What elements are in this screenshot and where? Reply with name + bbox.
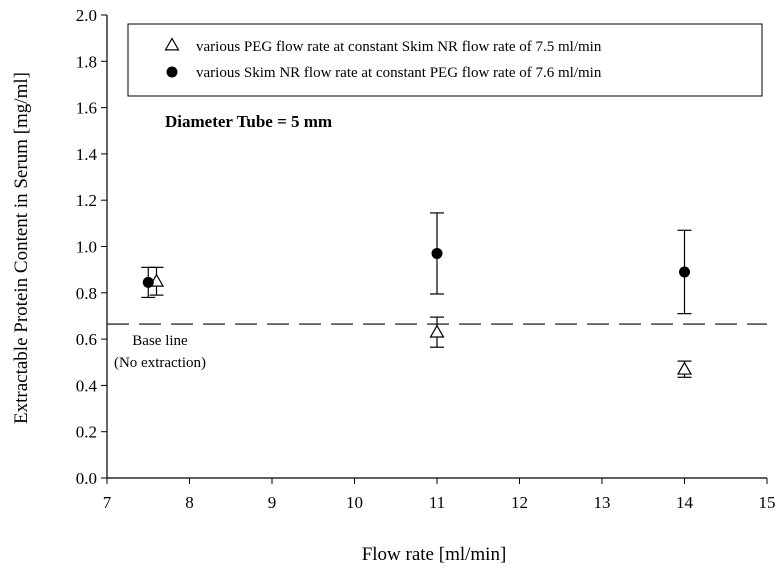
y-tick-label: 1.6 — [76, 99, 97, 118]
legend-entry-skim-nr: various Skim NR flow rate at constant PE… — [196, 65, 602, 81]
baseline-label-line2: (No extraction) — [114, 355, 206, 371]
x-tick-label: 7 — [103, 493, 112, 512]
legend-triangle-symbol — [164, 37, 180, 51]
legend-entry-peg: various PEG flow rate at constant Skim N… — [196, 39, 602, 55]
y-tick-label: 1.8 — [76, 52, 97, 71]
x-tick-label: 13 — [594, 493, 611, 512]
x-tick-label: 8 — [185, 493, 194, 512]
baseline: Base line (No extraction) — [107, 323, 767, 371]
y-tick-label: 0.6 — [76, 330, 97, 349]
x-tick-label: 11 — [429, 493, 445, 512]
x-tick-label: 9 — [268, 493, 277, 512]
series-1 — [148, 266, 693, 378]
y-tick-label: 1.0 — [76, 238, 97, 257]
y-tick-label: 0.8 — [76, 284, 97, 303]
x-tick-label: 12 — [511, 493, 528, 512]
x-axis-title: Flow rate [ml/min] — [362, 544, 507, 565]
legend-marker-triangle — [164, 37, 180, 51]
data-point-triangle — [429, 324, 445, 338]
y-axis-ticks: 0.0 0.2 0.4 0.6 0.8 1.0 1.2 1.4 1.6 1.8 2.0 — [76, 6, 107, 488]
data-point-circle — [142, 276, 154, 288]
x-axis-ticks: 7 8 9 10 11 12 13 14 15 — [103, 478, 776, 512]
legend-marker-circle — [166, 66, 178, 78]
y-tick-label: 0.0 — [76, 469, 97, 488]
legend: various PEG flow rate at constant Skim N… — [127, 23, 763, 97]
y-tick-label: 0.4 — [76, 376, 98, 395]
data-point-triangle — [676, 361, 693, 375]
legend-circle-symbol — [166, 66, 178, 78]
y-axis-title: Extractable Protein Content in Serum [mg… — [11, 72, 32, 424]
y-tick-label: 1.2 — [76, 191, 97, 210]
y-tick-label: 2.0 — [76, 6, 97, 25]
baseline-label-line1: Base line — [132, 333, 188, 349]
series-2 — [141, 212, 692, 315]
x-tick-label: 15 — [759, 493, 776, 512]
x-tick-label: 10 — [346, 493, 363, 512]
y-tick-label: 1.4 — [76, 145, 98, 164]
annotation-diameter-tube: Diameter Tube = 5 mm — [165, 112, 332, 131]
x-tick-label: 14 — [676, 493, 694, 512]
legend-box — [127, 23, 763, 97]
series-layer — [141, 212, 693, 378]
data-point-circle — [431, 247, 443, 259]
y-tick-label: 0.2 — [76, 423, 97, 442]
data-point-circle — [679, 266, 690, 278]
